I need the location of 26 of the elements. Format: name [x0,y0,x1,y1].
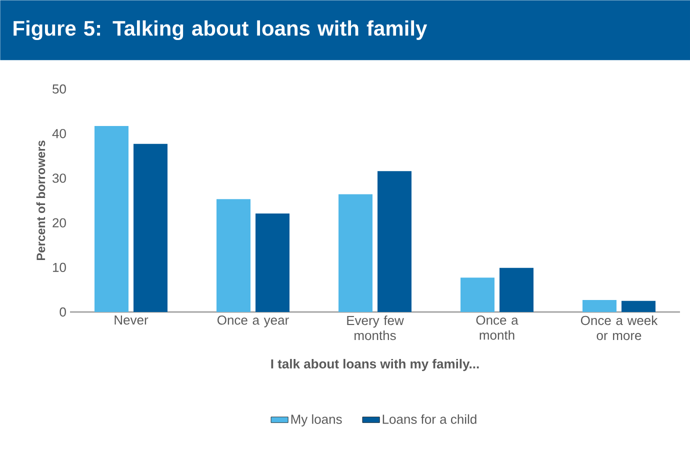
legend-label: Loans for a child [382,414,476,424]
y-tick-label: 50 [52,84,66,94]
chart-title: Figure 5: Talking about loans with family [14,20,428,40]
x-tick-label: Once a year [217,316,289,328]
x-tick-label: Never [114,316,148,325]
bar [378,171,412,312]
x-tick-label: Once a month [476,316,518,340]
bar [256,213,290,312]
bar [622,300,656,312]
legend-label: My loans [291,414,342,426]
y-axis-title: Percent of borrowers [36,140,46,260]
bar [582,300,616,312]
y-tick-label: 20 [52,218,66,228]
y-tick-label: 30 [52,174,66,183]
y-tick-label: 10 [53,262,66,272]
x-tick-label: Every few months [347,316,404,340]
x-axis-title: I talk about loans with my family... [271,358,479,372]
y-tick-label: 40 [52,129,66,138]
y-tick-label: 0 [60,307,66,317]
bar [94,126,129,312]
bar [338,194,372,312]
bar [460,278,494,312]
bar [216,199,251,312]
bar [500,268,534,312]
bar [134,144,168,312]
x-tick-label: Once a week or more [580,316,658,340]
